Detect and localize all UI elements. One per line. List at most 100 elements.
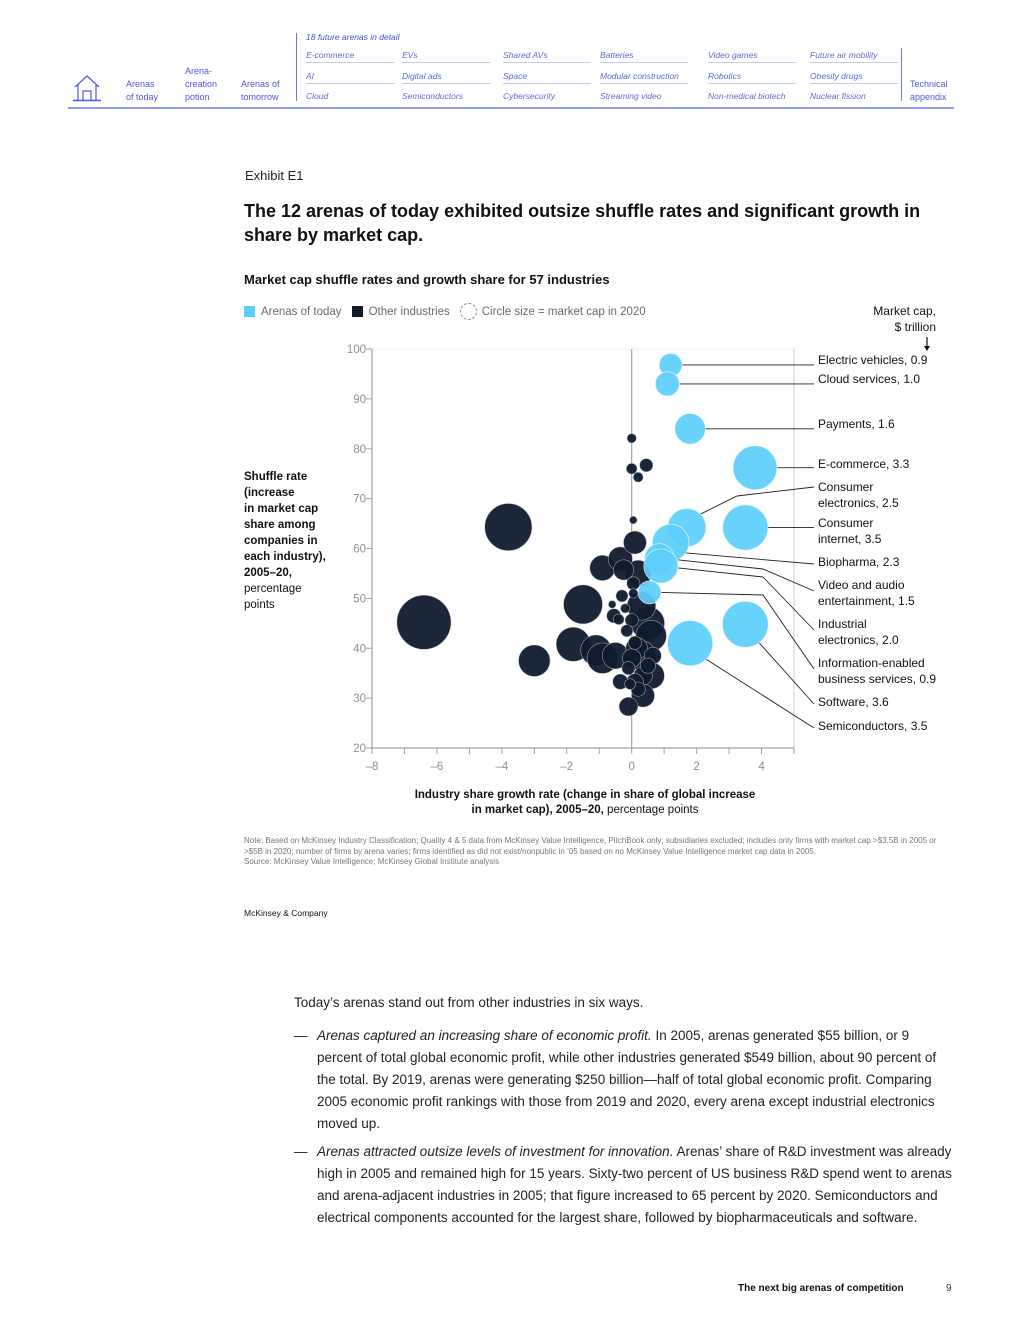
x-axis-label: Industry share growth rate (change in sh… — [365, 788, 805, 818]
y-axis-label-regular: percentage points — [244, 581, 344, 613]
other-industry-bubble — [632, 471, 644, 483]
bullet-text: Arenas attracted outsize levels of inves… — [317, 1141, 954, 1229]
chart-legend: Arenas of today Other industries Circle … — [244, 303, 646, 320]
page-number: 9 — [946, 1283, 952, 1294]
y-axis-label-line: points — [244, 599, 275, 611]
legend-arenas: Arenas of today — [244, 303, 342, 320]
nav-label-line: of today — [126, 92, 159, 102]
bullet-body: Arenas’ share of R&D investment was alre… — [317, 1144, 952, 1225]
other-industry-bubble — [628, 635, 642, 650]
future-arena-link[interactable]: Space — [503, 71, 591, 84]
arena-label: electronics, 2.0 — [818, 633, 899, 647]
future-arena-link[interactable]: Non-medical biotech — [708, 91, 786, 101]
y-axis-label-line: in market cap — [244, 503, 319, 515]
arena-label: Payments, 1.6 — [818, 417, 895, 431]
nav-label-line: Arena- — [185, 66, 213, 76]
legend-swatch-other — [351, 306, 363, 317]
other-industry-bubble — [628, 588, 639, 599]
other-industry-bubble — [518, 644, 551, 677]
other-industry-bubble — [563, 584, 603, 625]
arena-label: Electric vehicles, 0.9 — [818, 353, 928, 367]
arena-bubble — [721, 600, 769, 648]
future-arena-link[interactable]: Digital ads — [402, 71, 490, 84]
arena-label: Industrial — [818, 617, 867, 631]
arena-label: Consumer — [818, 480, 873, 494]
leader-line — [758, 642, 815, 705]
y-tick-label: 100 — [347, 344, 366, 356]
other-industry-bubble — [612, 613, 625, 626]
other-industry-bubble — [626, 433, 637, 444]
nav-divider — [901, 48, 902, 101]
other-industry-bubble — [621, 661, 636, 676]
market-cap-header-line: Market cap, — [873, 304, 936, 318]
nav-divider — [296, 33, 297, 101]
bubble-chart: 20 30 40 50 60 70 80 90 100 –8 –6 –4 –2 0 2 4 Electric v… — [347, 344, 937, 773]
leader-line — [681, 552, 815, 565]
nav-technical-appendix[interactable]: Technical appendix — [910, 78, 948, 104]
arena-bubble — [722, 504, 769, 551]
footer-title: The next big arenas of competition — [738, 1283, 904, 1294]
bullet-dash: — — [294, 1144, 308, 1159]
future-arena-link[interactable]: Robotics — [708, 71, 796, 84]
leader-line — [700, 486, 815, 515]
future-arena-link[interactable]: AI — [306, 71, 394, 84]
future-arena-link[interactable]: Modular construction — [600, 71, 688, 84]
future-arena-link[interactable]: Cloud — [306, 91, 329, 101]
y-tick-label: 50 — [353, 593, 366, 605]
other-industry-bubble — [639, 657, 656, 674]
other-industry-bubble — [484, 503, 533, 551]
x-axis-label-bold: in market cap), 2005–20, — [471, 804, 604, 816]
x-tick-label: 2 — [693, 761, 699, 773]
y-axis-label-line: (increase — [244, 487, 295, 499]
home-button[interactable] — [72, 73, 102, 103]
future-arena-link[interactable]: Cybersecurity — [503, 91, 555, 101]
other-industry-bubble — [613, 559, 635, 581]
future-arena-link[interactable]: Semiconductors — [402, 91, 463, 101]
leader-line — [674, 559, 815, 592]
arena-label: business services, 0.9 — [818, 672, 936, 686]
y-axis-label-line: share among — [244, 519, 316, 531]
legend-swatch-arenas — [244, 306, 255, 317]
note-text: Note: Based on McKinsey Industry Classif… — [244, 836, 937, 856]
y-tick-label: 40 — [353, 643, 366, 655]
arena-label: E-commerce, 3.3 — [818, 457, 910, 471]
arena-bubble — [654, 371, 680, 397]
future-arena-link[interactable]: Video games — [708, 50, 796, 63]
y-tick-label: 20 — [353, 743, 366, 755]
y-tick-label: 70 — [353, 494, 366, 506]
body-bullet: — Arenas captured an increasing share of… — [294, 1025, 954, 1135]
future-arena-link[interactable]: EVs — [402, 50, 490, 63]
nav-arenas-of-today[interactable]: Arenas of today — [126, 78, 158, 104]
future-arena-link[interactable]: Batteries — [600, 50, 688, 63]
other-industry-bubble — [620, 603, 631, 614]
future-arena-link[interactable]: Shared AVs — [503, 50, 591, 63]
bullet-lead: Arenas attracted outsize levels of inves… — [317, 1144, 674, 1159]
legend-label-size: Circle size = market cap in 2020 — [481, 305, 646, 318]
other-industry-bubble — [615, 589, 629, 603]
future-arena-link[interactable]: Streaming video — [600, 91, 662, 101]
arena-label: electronics, 2.5 — [818, 496, 899, 510]
arena-bubble — [643, 548, 679, 584]
body-bullet: — Arenas attracted outsize levels of inv… — [294, 1141, 954, 1229]
y-axis-label-line: companies in — [244, 535, 318, 547]
x-axis-label-line1: Industry share growth rate (change in sh… — [414, 789, 756, 801]
x-axis-label-regular: percentage points — [603, 804, 699, 816]
y-axis-label-bold: Shuffle rate (increase in market cap share … — [244, 469, 344, 581]
future-arena-link[interactable]: Future air mobility — [810, 50, 898, 63]
future-arena-link[interactable]: E-commerce — [306, 50, 394, 63]
legend-size: Circle size = market cap in 2020 — [459, 303, 646, 320]
nav-arena-creation-potion[interactable]: Arena- creation potion — [185, 65, 217, 104]
exhibit-label: Exhibit E1 — [245, 168, 304, 183]
future-arena-link[interactable]: Nuclear fission — [810, 91, 866, 101]
bullet-body: In 2005, arenas generated $55 billion, o… — [317, 1028, 937, 1131]
future-arenas-header[interactable]: 18 future arenas in detail — [306, 32, 400, 42]
nav-label-line: Technical — [910, 79, 948, 89]
other-industry-bubble — [620, 624, 634, 638]
leader-line — [677, 567, 815, 631]
future-arena-link[interactable]: Obesity drugs — [810, 71, 898, 84]
other-industry-bubble — [396, 594, 452, 650]
y-axis-label-line: Shuffle rate — [244, 471, 308, 483]
y-axis-label-line: each industry), — [244, 551, 326, 563]
nav-arenas-of-tomorrow[interactable]: Arenas of tomorrow — [241, 78, 280, 104]
down-arrow-icon — [924, 337, 930, 351]
